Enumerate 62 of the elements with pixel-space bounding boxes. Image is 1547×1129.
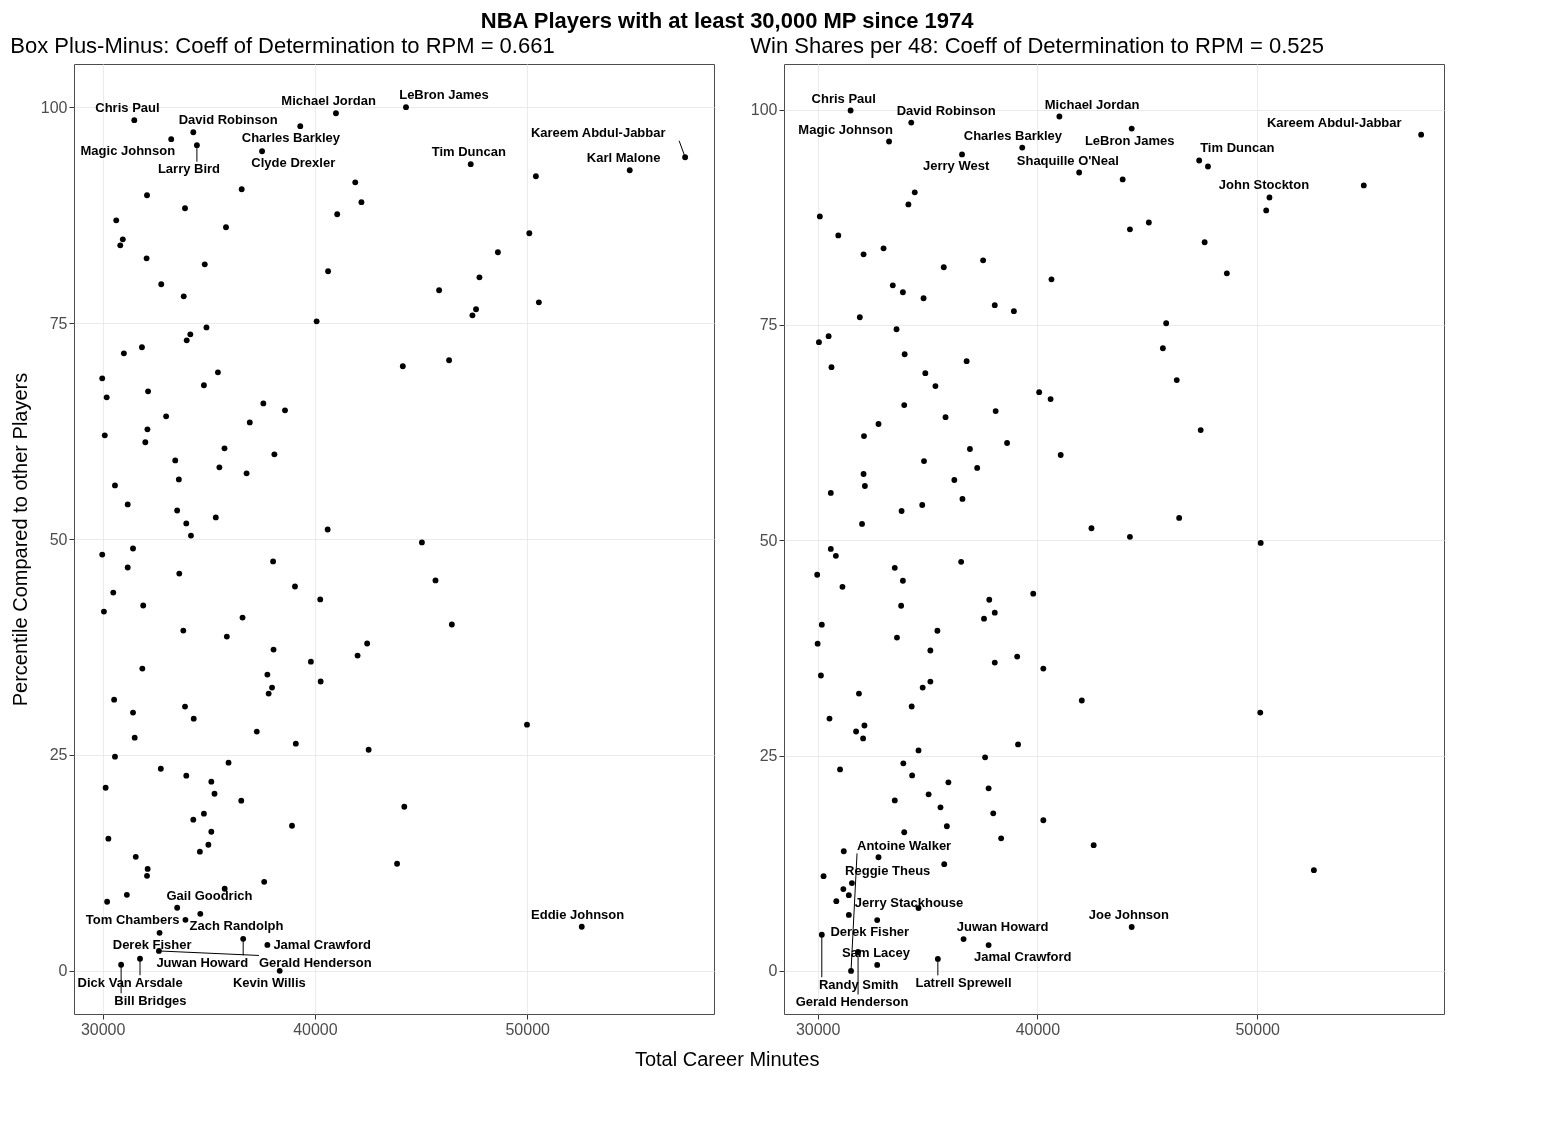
annotation: Tom Chambers (85, 911, 180, 927)
annotation: Charles Barkley (963, 127, 1063, 143)
annotation: Joe Johnson (1088, 907, 1170, 923)
annotation: Kevin Willis (232, 974, 306, 990)
y-tick-label: 100 (40, 98, 68, 116)
annotation: Juwan Howard (156, 954, 249, 970)
annotation: John Stockton (1218, 177, 1310, 193)
annotation: Magic Johnson (798, 121, 894, 137)
annotation: LeBron James (399, 87, 489, 103)
annotation: Jamal Crawford (273, 936, 371, 952)
chart-subtitle: Box Plus-Minus: Coeff of Determination to RPM = 0.661 (10, 33, 555, 58)
y-tick-label: 25 (49, 746, 68, 764)
y-axis-title: Percentile Compared to other Players (8, 372, 31, 707)
y-tick-label: 100 (750, 101, 778, 119)
annotation: Jamal Crawford (974, 949, 1072, 965)
y-tick-label: 50 (759, 531, 778, 549)
annotation: Eddie Johnson (531, 906, 625, 922)
annotation: Chris Paul (811, 90, 876, 106)
annotation: Michael Jordan (281, 93, 377, 109)
chart-subtitle: Win Shares per 48: Coeff of Determination to RPM = 0.525 (750, 33, 1325, 58)
annotation: Clyde Drexler (251, 155, 336, 171)
x-tick-label: 40000 (1015, 1020, 1061, 1038)
annotation: David Robinson (178, 112, 278, 128)
annotation: Juwan Howard (956, 919, 1049, 935)
annotation: Latrell Sprewell (915, 974, 1012, 990)
x-tick-label: 40000 (293, 1020, 338, 1038)
annotation: Tim Duncan (1200, 140, 1275, 156)
annotation: Jerry West (923, 158, 990, 174)
annotation: Jerry Stackhouse (854, 894, 964, 910)
annotation: Gerald Henderson (258, 954, 372, 970)
annotation: Michael Jordan (1044, 96, 1140, 112)
annotation: Bill Bridges (114, 992, 187, 1008)
annotation: Shaquille O'Neal (1016, 152, 1119, 168)
x-tick-label: 50000 (1235, 1020, 1281, 1038)
y-tick-label: 75 (759, 316, 778, 334)
annotation: Reggie Theus (845, 863, 931, 879)
x-tick-label: 30000 (80, 1020, 126, 1038)
annotation: Magic Johnson (80, 143, 176, 159)
x-tick-label: 50000 (505, 1020, 551, 1038)
annotation: LeBron James (1084, 132, 1175, 148)
x-axis-title: Total Career Minutes (634, 1047, 820, 1070)
y-tick-label: 75 (49, 314, 68, 332)
x-tick-label: 30000 (795, 1020, 841, 1038)
annotation: Kareem Abdul-Jabbar (1266, 114, 1402, 130)
annotation: Charles Barkley (241, 130, 341, 146)
annotation: Larry Bird (157, 161, 221, 177)
annotation: Derek Fisher (112, 936, 192, 952)
annotation: Kareem Abdul-Jabbar (530, 125, 666, 141)
annotation: Chris Paul (95, 100, 160, 116)
y-tick-label: 25 (759, 747, 778, 765)
annotation: Antoine Walker (857, 837, 952, 853)
annotation: Tim Duncan (431, 144, 506, 160)
y-tick-label: 0 (58, 962, 68, 980)
annotation: Karl Malone (586, 150, 661, 166)
annotation: David Robinson (896, 102, 996, 118)
annotation: Gerald Henderson (795, 993, 909, 1009)
chart-title: NBA Players with at least 30,000 MP since 1974 (480, 7, 975, 33)
annotation: Zach Randolph (189, 917, 284, 933)
annotation: Gail Goodrich (166, 887, 253, 903)
y-tick-label: 0 (768, 962, 778, 980)
annotation: Derek Fisher (830, 924, 910, 940)
y-tick-label: 50 (49, 530, 68, 548)
